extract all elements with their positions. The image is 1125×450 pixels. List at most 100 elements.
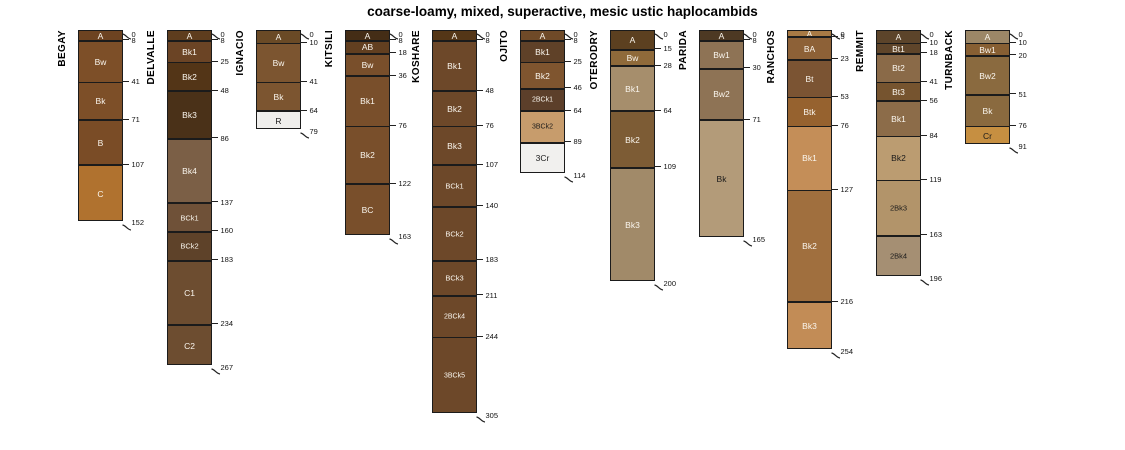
horizon-label: A <box>364 30 371 41</box>
horizon-label: Bk3 <box>182 109 197 120</box>
horizon-bk2: Bk2 <box>788 190 831 303</box>
horizon-bt3: Bt3 <box>877 82 920 102</box>
horizon-label: Bk2 <box>625 134 640 145</box>
horizon-a: A <box>433 30 476 42</box>
depth-label: 0 <box>663 29 668 39</box>
depth-tick <box>475 205 483 207</box>
depth-label: 127 <box>840 185 854 194</box>
series-name-koshare: KOSHARE <box>411 30 422 83</box>
horizon-r: R <box>257 111 300 129</box>
horizon-label: Bk2 <box>891 153 906 164</box>
depth-tick-hook <box>742 29 753 47</box>
depth-label: 64 <box>309 105 318 115</box>
horizon-label: Bk3 <box>802 320 817 331</box>
depth-tick-hook <box>563 172 574 190</box>
depth-tick <box>210 323 218 325</box>
profile-column-koshare: A Bk1 Bk2 Bk3 BCk1 BCk2 BCk3 2BCk4 3BCk5 <box>432 30 477 414</box>
depth-tick <box>299 109 307 111</box>
horizon-label: C1 <box>184 287 195 298</box>
depth-label: 18 <box>929 48 938 58</box>
depth-label: 10 <box>309 38 318 48</box>
horizon-boundary <box>966 125 1009 128</box>
depth-label: 216 <box>840 296 854 306</box>
horizon-bk2: Bk2 <box>611 111 654 168</box>
depth-label: 122 <box>398 178 412 188</box>
horizon-3bck2: 3BCk2 <box>521 111 564 143</box>
horizon-label: BCk1 <box>180 212 199 222</box>
depth-label: 8 <box>485 35 490 45</box>
horizon-label: Bt <box>805 73 814 84</box>
depth-tick <box>388 124 396 126</box>
horizon-boundary <box>877 100 920 103</box>
horizon-label: Bk2 <box>447 103 462 114</box>
depth-tick <box>210 201 218 203</box>
depth-label: 79 <box>309 126 318 136</box>
horizon-a: A <box>79 30 122 42</box>
depth-label: 10 <box>929 38 938 48</box>
horizon-boundary <box>79 40 122 42</box>
horizon-bk4: Bk4 <box>168 139 211 204</box>
depth-label: 30 <box>752 63 761 73</box>
depth-label: 196 <box>929 273 943 283</box>
horizon-c: C <box>79 165 122 220</box>
horizon-bck2: BCk2 <box>433 206 476 261</box>
depth-tick <box>121 163 129 165</box>
horizon-boundary <box>257 81 300 84</box>
horizon-a: A <box>168 31 211 42</box>
depth-tick <box>475 89 483 91</box>
horizon-a: A <box>966 31 1009 44</box>
horizon-label: A <box>451 30 458 41</box>
horizon-boundary <box>346 40 389 42</box>
horizon-boundary <box>521 141 564 144</box>
depth-tick <box>121 39 129 41</box>
depth-label: 8 <box>573 35 578 45</box>
horizon-label: BCk2 <box>445 229 464 239</box>
horizon-label: Bk <box>716 173 727 184</box>
series-name-ignacio: IGNACIO <box>235 30 246 76</box>
horizon-bck3: BCk3 <box>433 260 476 296</box>
horizon-boundary <box>433 336 476 339</box>
depth-label: 64 <box>663 105 672 115</box>
depth-label: 0 <box>220 29 225 39</box>
horizon-label: Bk <box>273 91 284 102</box>
depth-label: 0 <box>929 29 934 39</box>
horizon-bc: BC <box>346 184 389 234</box>
depth-tick-hook <box>830 29 841 47</box>
horizon-bck1: BCk1 <box>433 165 476 207</box>
horizon-label: A <box>97 30 104 41</box>
horizon-bt: Bt <box>788 59 831 98</box>
depth-tick <box>121 80 129 82</box>
depth-tick <box>1008 93 1016 95</box>
horizon-label: R <box>275 115 282 126</box>
horizon-label: 2BCk1 <box>531 96 553 104</box>
horizon-bw1: Bw1 <box>700 41 743 69</box>
horizon-label: Btk <box>803 106 816 117</box>
horizon-boundary <box>168 61 211 64</box>
horizon-boundary <box>79 81 122 84</box>
horizon-boundary <box>700 119 743 122</box>
depth-tick <box>919 234 927 236</box>
horizon-boundary <box>257 110 300 113</box>
depth-tick <box>653 166 661 168</box>
depth-label: 89 <box>573 137 582 147</box>
horizon-3bck5: 3BCk5 <box>433 337 476 413</box>
horizon-boundary <box>700 40 743 42</box>
horizon-label: Bw <box>361 59 374 70</box>
depth-label: 86 <box>220 133 229 143</box>
horizon-b: B <box>79 120 122 166</box>
horizon-label: BA <box>803 43 816 54</box>
horizon-label: BCk1 <box>445 181 464 191</box>
horizon-bw: Bw <box>79 41 122 83</box>
horizon-boundary <box>433 125 476 128</box>
profile-column-oterodry: A Bw Bk1 Bk2 Bk3 <box>610 30 655 282</box>
depth-label: 8 <box>131 35 136 45</box>
horizon-bk2: Bk2 <box>877 136 920 181</box>
depth-tick-hook <box>742 236 753 254</box>
depth-label: 91 <box>1018 141 1027 151</box>
depth-tick <box>653 64 661 66</box>
depth-tick <box>475 259 483 261</box>
depth-label: 18 <box>398 48 407 58</box>
horizon-a: A <box>877 31 920 44</box>
horizon-boundary <box>521 61 564 64</box>
depth-label: 305 <box>485 410 499 420</box>
